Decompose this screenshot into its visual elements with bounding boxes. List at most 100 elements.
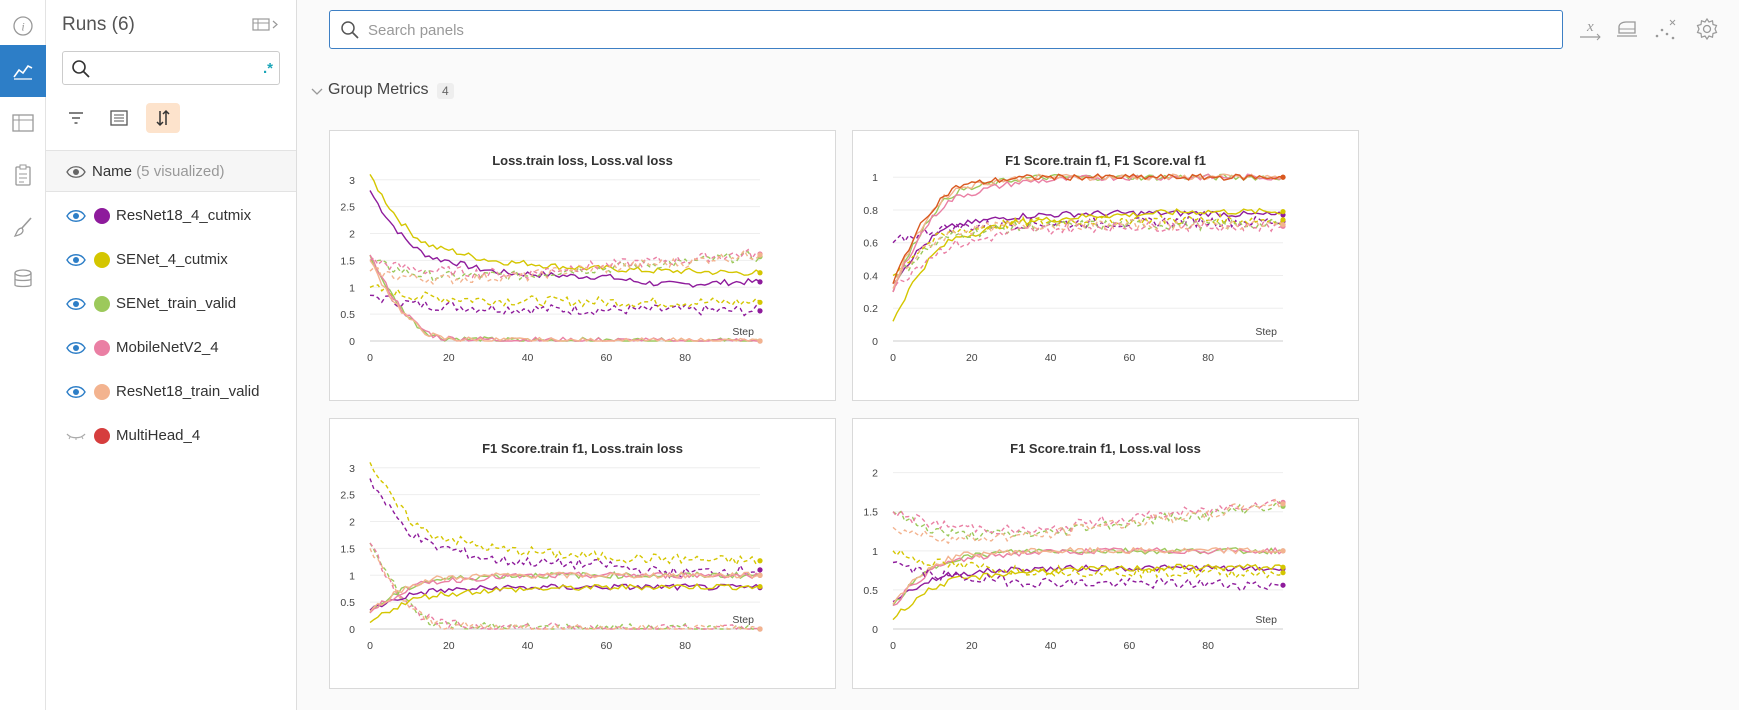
run-name[interactable]: SENet_4_cutmix <box>116 251 228 268</box>
series-line[interactable] <box>892 218 1284 284</box>
series-end-point[interactable] <box>757 567 763 573</box>
run-color-dot[interactable] <box>94 208 110 224</box>
brush-icon[interactable] <box>0 201 46 253</box>
run-row[interactable]: SENet_4_cutmix <box>46 240 296 280</box>
series-line[interactable] <box>892 218 1284 285</box>
eye-off-icon[interactable] <box>66 429 86 443</box>
run-name[interactable]: ResNet18_4_cutmix <box>116 207 252 224</box>
chart-icon[interactable] <box>0 45 46 97</box>
series-end-point[interactable] <box>1280 564 1286 570</box>
eye-icon[interactable] <box>66 297 86 311</box>
run-color-dot[interactable] <box>94 340 110 356</box>
series-line[interactable] <box>369 478 761 579</box>
series-line[interactable] <box>369 174 761 276</box>
info-icon[interactable]: i <box>0 0 46 52</box>
panel-search-input[interactable] <box>368 19 1468 41</box>
series-line[interactable] <box>369 284 761 308</box>
run-row[interactable]: ResNet18_train_valid <box>46 372 296 412</box>
series-line[interactable] <box>369 570 761 614</box>
chart-panel[interactable]: F1 Score.train f1, Loss.train loss 0 0.5 1… <box>329 418 836 689</box>
x-tick-label: 0 <box>890 640 896 652</box>
run-name[interactable]: MultiHead_4 <box>116 427 201 444</box>
series-line[interactable] <box>369 548 761 631</box>
series-end-point[interactable] <box>757 252 763 258</box>
series-line[interactable] <box>369 583 761 611</box>
series-line[interactable] <box>892 173 1284 289</box>
clipboard-icon[interactable] <box>0 149 46 201</box>
series-end-point[interactable] <box>757 558 763 564</box>
series-end-point[interactable] <box>1280 174 1286 180</box>
smoothing-icon[interactable] <box>1615 17 1639 41</box>
database-icon[interactable] <box>0 253 46 305</box>
series-end-point[interactable] <box>1280 208 1286 215</box>
run-color-dot[interactable] <box>94 252 110 268</box>
chart-panel[interactable]: Loss.train loss, Loss.val loss 0 0.5 1 1.5 2… <box>329 130 836 401</box>
run-row[interactable]: MobileNetV2_4 <box>46 328 296 368</box>
run-row[interactable]: MultiHead_4 <box>46 416 296 456</box>
series-line[interactable] <box>369 583 761 624</box>
x-axis-icon[interactable]: x <box>1578 17 1602 41</box>
outliers-icon[interactable] <box>1653 17 1677 41</box>
series-end-point[interactable] <box>757 270 763 276</box>
chart-panel[interactable]: F1 Score.train f1, Loss.val loss 0 0.5 1 1.… <box>852 418 1359 689</box>
run-name[interactable]: MobileNetV2_4 <box>116 339 219 356</box>
series-line[interactable] <box>369 462 761 567</box>
series-line[interactable] <box>892 220 1284 293</box>
group-button[interactable] <box>102 103 136 133</box>
series-line[interactable] <box>369 571 761 613</box>
series-end-point[interactable] <box>1280 548 1286 554</box>
runs-search-input[interactable] <box>95 56 245 80</box>
series-end-point[interactable] <box>1280 582 1286 588</box>
series-line[interactable] <box>892 500 1284 542</box>
series-end-point[interactable] <box>757 308 763 314</box>
series-line[interactable] <box>369 190 761 288</box>
series-line[interactable] <box>892 207 1284 322</box>
run-name[interactable]: SENet_train_valid <box>116 295 237 312</box>
run-row[interactable]: SENet_train_valid <box>46 284 296 324</box>
eye-icon[interactable] <box>66 341 86 355</box>
filter-button[interactable] <box>59 103 93 133</box>
series-line[interactable] <box>369 259 761 342</box>
eye-icon[interactable] <box>66 164 86 180</box>
settings-icon[interactable] <box>1695 17 1719 41</box>
run-color-dot[interactable] <box>94 428 110 444</box>
eye-icon[interactable] <box>66 209 86 223</box>
series-line[interactable] <box>892 498 1284 545</box>
x-tick-label: 20 <box>443 640 455 652</box>
eye-icon[interactable] <box>66 253 86 267</box>
eye-icon[interactable] <box>66 385 86 399</box>
series-end-point[interactable] <box>1280 570 1286 576</box>
series-end-point[interactable] <box>757 299 763 305</box>
series-end-point[interactable] <box>757 572 763 578</box>
series-line[interactable] <box>892 548 1284 580</box>
series-line[interactable] <box>369 571 761 614</box>
series-line[interactable] <box>369 542 760 631</box>
series-line[interactable] <box>892 547 1284 606</box>
series-end-point[interactable] <box>757 338 763 344</box>
series-line[interactable] <box>369 294 761 317</box>
series-end-point[interactable] <box>1280 217 1286 223</box>
chevron-down-icon[interactable] <box>310 85 324 99</box>
series-line[interactable] <box>892 212 1284 277</box>
series-line[interactable] <box>892 173 1284 284</box>
expand-table-icon[interactable] <box>251 14 283 36</box>
table-icon[interactable] <box>0 97 46 149</box>
series-line[interactable] <box>892 561 1284 591</box>
series-end-point[interactable] <box>1280 222 1286 228</box>
series-end-point[interactable] <box>757 626 763 632</box>
name-column-header[interactable]: Name (5 visualized) <box>46 150 296 192</box>
series-line[interactable] <box>369 249 761 286</box>
series-end-point[interactable] <box>757 279 763 285</box>
series-line[interactable] <box>892 215 1284 244</box>
series-end-point[interactable] <box>1280 501 1286 507</box>
series-line[interactable] <box>892 563 1284 621</box>
regex-toggle[interactable]: .* <box>263 60 274 77</box>
run-color-dot[interactable] <box>94 384 110 400</box>
series-line[interactable] <box>892 546 1284 605</box>
chart-panel[interactable]: F1 Score.train f1, F1 Score.val f1 0 0.2 0… <box>852 130 1359 401</box>
series-end-point[interactable] <box>757 583 763 590</box>
sort-button[interactable] <box>146 103 180 133</box>
run-row[interactable]: ResNet18_4_cutmix <box>46 196 296 236</box>
run-name[interactable]: ResNet18_train_valid <box>116 383 260 400</box>
run-color-dot[interactable] <box>94 296 110 312</box>
